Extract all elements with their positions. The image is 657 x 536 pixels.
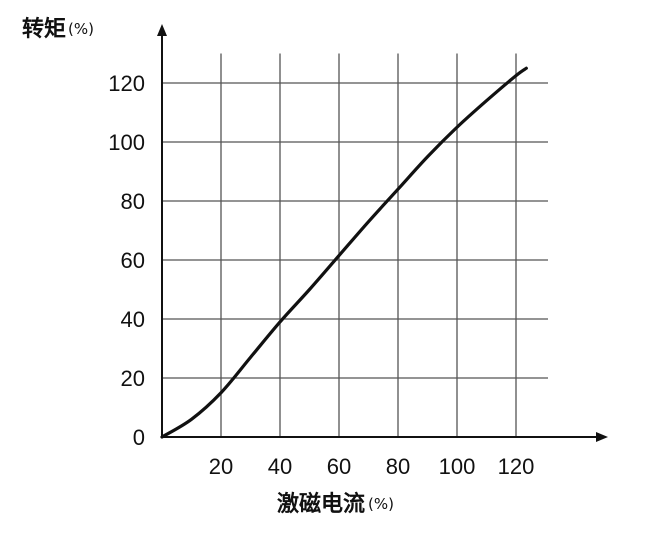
x-axis-unit: (%) <box>368 495 394 513</box>
y-tick-label: 120 <box>108 71 145 96</box>
axes <box>157 24 608 442</box>
tick-labels: 20 40 60 80 100 120 0 20 40 60 80 100 120 <box>108 71 534 479</box>
x-tick-label: 60 <box>327 454 351 479</box>
y-axis-title: 转矩 <box>22 16 66 42</box>
y-tick-label: 0 <box>133 425 145 450</box>
y-axis-arrow-icon <box>157 24 167 36</box>
x-tick-label: 120 <box>498 454 535 479</box>
y-tick-label: 100 <box>108 130 145 155</box>
x-tick-label: 80 <box>386 454 410 479</box>
y-tick-label: 80 <box>121 189 145 214</box>
y-tick-label: 20 <box>121 366 145 391</box>
x-tick-label: 100 <box>439 454 476 479</box>
y-axis-unit: (%) <box>68 20 94 38</box>
x-axis-title: 激磁电流 <box>277 491 365 517</box>
x-tick-label: 40 <box>268 454 292 479</box>
series-line <box>160 66 528 439</box>
x-tick-label: 20 <box>209 454 233 479</box>
grid <box>162 53 548 437</box>
y-tick-label: 60 <box>121 248 145 273</box>
y-tick-label: 40 <box>121 307 145 332</box>
x-axis-arrow-icon <box>596 432 608 442</box>
